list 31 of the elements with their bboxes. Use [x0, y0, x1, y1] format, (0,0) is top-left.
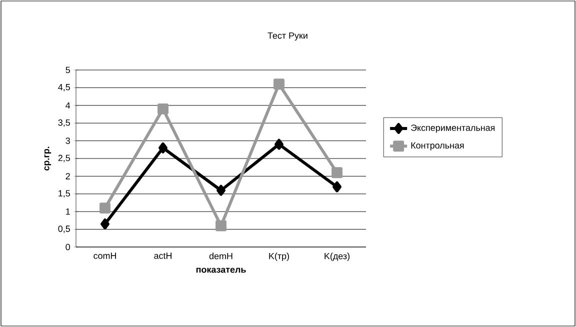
x-tick-label: K(дез) — [324, 252, 350, 261]
x-tick-label: comH — [94, 252, 116, 259]
legend-label: Контрольная — [411, 142, 464, 150]
y-tick-label: 0 — [66, 244, 70, 250]
y-tick-label: 2,5 — [58, 154, 70, 162]
point — [100, 218, 110, 230]
y-axis-title: ср.гр. — [44, 146, 52, 170]
chart-title: Тест Руки — [268, 32, 308, 41]
point — [274, 78, 284, 90]
y-tick-label: 0,5 — [58, 226, 70, 233]
point — [274, 138, 284, 150]
point — [332, 181, 342, 192]
legend-label: Экспериментальная — [411, 124, 495, 133]
x-tick-label: demH — [209, 252, 232, 260]
y-tick-label: 4,5 — [58, 84, 70, 92]
point — [216, 184, 226, 196]
x-axis-title: показатель — [196, 268, 246, 273]
y-tick-label: 4 — [66, 102, 70, 108]
point — [158, 142, 168, 154]
point — [158, 103, 168, 114]
y-tick-label: 1,5 — [58, 190, 70, 198]
x-tick-label: actH — [154, 252, 172, 259]
y-tick-label: 3 — [66, 138, 70, 144]
y-tick-label: 2 — [66, 173, 70, 180]
y-tick-label: 3,5 — [58, 119, 70, 127]
y-tick-label: 5 — [66, 66, 70, 74]
x-tick-label: K(тр) — [269, 252, 289, 261]
point — [100, 202, 110, 214]
y-tick-label: 1 — [66, 208, 70, 215]
point — [332, 167, 342, 178]
point — [216, 220, 226, 232]
